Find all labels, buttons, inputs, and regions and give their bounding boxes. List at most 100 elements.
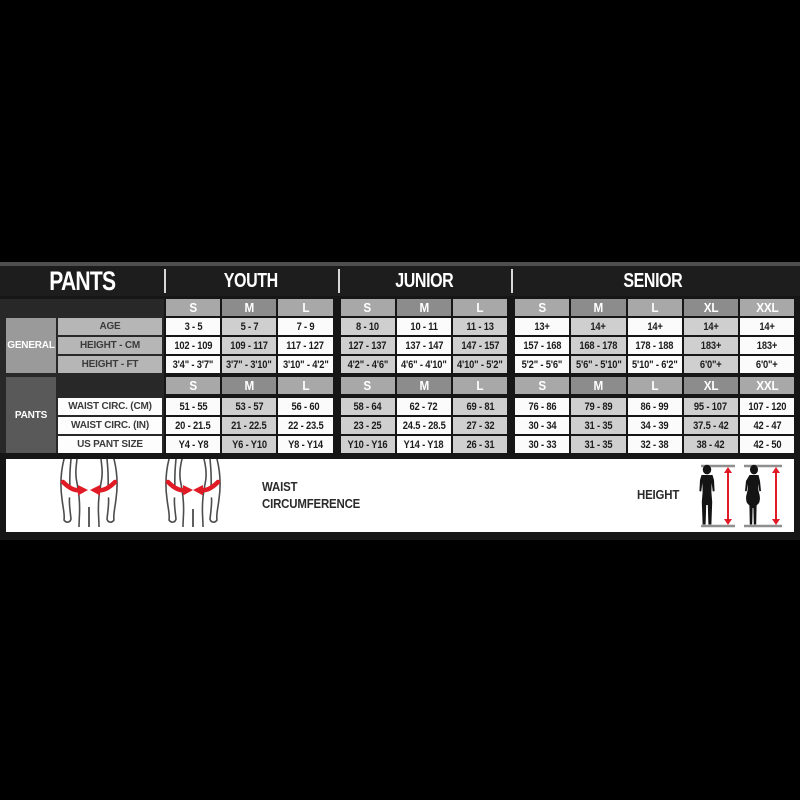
table-cell: 58 - 64 [340, 398, 395, 415]
row-label: WAIST CIRC. (CM) [58, 398, 162, 415]
table-cell: 178 - 188 [627, 337, 682, 354]
row-label: US PANT SIZE [58, 436, 162, 453]
table-row-age: AGE 3 - 5 5 - 7 7 - 9 8 - 10 10 - 11 11 … [0, 318, 800, 335]
column-group-junior: JUNIOR [338, 266, 511, 296]
chart-top-strip [0, 262, 800, 266]
table-cell: 27 - 32 [452, 417, 508, 434]
size-column-header: M [571, 377, 626, 394]
table-cell: 5'6" - 5'10" [571, 356, 626, 373]
size-header-row: S M L S M L S M L XL XXL [0, 299, 800, 316]
table-cell: 107 - 120 [739, 398, 795, 415]
table-cell: 4'6" - 4'10" [396, 356, 451, 373]
table-cell: 42 - 50 [739, 436, 795, 453]
table-cell: 32 - 38 [627, 436, 682, 453]
table-cell: 14+ [739, 318, 795, 335]
table-cell: 38 - 42 [683, 436, 738, 453]
table-cell: 37.5 - 42 [683, 417, 738, 434]
row-label: HEIGHT - CM [58, 337, 162, 354]
size-column-header: L [278, 299, 333, 316]
table-cell: 76 - 86 [515, 398, 570, 415]
table-cell: 183+ [683, 337, 738, 354]
size-column-header: M [396, 299, 451, 316]
table-cell: 31 - 35 [571, 417, 626, 434]
waist-circumference-label: WAIST CIRCUMFERENCE [262, 478, 361, 511]
size-header-row: S M L S M L S M L XL XXL [0, 377, 800, 394]
table-cell: 22 - 23.5 [278, 417, 333, 434]
table-cell: 31 - 35 [571, 436, 626, 453]
table-cell: 147 - 157 [452, 337, 508, 354]
table-cell: 69 - 81 [452, 398, 508, 415]
table-row-height-ft: HEIGHT - FT 3'4" - 3'7" 3'7" - 3'10" 3'1… [0, 356, 800, 373]
size-column-header: L [278, 377, 333, 394]
table-cell: 157 - 168 [515, 337, 570, 354]
size-column-header: S [340, 299, 395, 316]
table-cell: 20 - 21.5 [166, 417, 221, 434]
table-cell: 7 - 9 [278, 318, 333, 335]
waist-figure-icon [60, 459, 118, 527]
table-cell: 14+ [683, 318, 738, 335]
table-cell: 26 - 31 [452, 436, 508, 453]
measurement-legend: WAIST CIRCUMFERENCE HEIGHT [6, 459, 794, 532]
size-chart: PANTS YOUTH JUNIOR SENIOR GENERAL PANTS … [0, 262, 800, 540]
table-cell: 5'10" - 6'2" [627, 356, 682, 373]
table-cell: 14+ [627, 318, 682, 335]
label-zone-empty [0, 299, 164, 316]
table-cell: 42 - 47 [739, 417, 795, 434]
size-column-header: M [222, 299, 277, 316]
height-label: HEIGHT [637, 487, 680, 503]
table-cell: 168 - 178 [571, 337, 626, 354]
row-label: HEIGHT - FT [58, 356, 162, 373]
column-group-label: JUNIOR [395, 269, 454, 292]
table-cell: 117 - 127 [278, 337, 333, 354]
row-label: AGE [58, 318, 162, 335]
section-label-general: GENERAL [6, 318, 56, 373]
table-cell: 3'10" - 4'2" [278, 356, 333, 373]
table-cell: 30 - 34 [515, 417, 570, 434]
table-cell: 53 - 57 [222, 398, 277, 415]
size-column-header: XL [683, 377, 738, 394]
size-column-header: S [515, 377, 570, 394]
table-cell: 3'4" - 3'7" [166, 356, 221, 373]
table-cell: 5'2" - 5'6" [515, 356, 570, 373]
table-cell: 6'0"+ [739, 356, 795, 373]
waist-figure-icon [165, 459, 221, 527]
table-cell: 4'10" - 5'2" [452, 356, 508, 373]
section-label-pants: PANTS [6, 377, 56, 453]
size-column-header: S [166, 377, 221, 394]
size-column-header: XL [683, 299, 738, 316]
table-cell: 102 - 109 [166, 337, 221, 354]
table-cell: 23 - 25 [340, 417, 395, 434]
table-cell: Y6 - Y10 [222, 436, 277, 453]
table-cell: 34 - 39 [627, 417, 682, 434]
table-cell: 5 - 7 [222, 318, 277, 335]
chart-title: PANTS [49, 265, 116, 296]
size-column-header: L [627, 299, 682, 316]
chart-title-zone: PANTS [0, 266, 164, 296]
table-cell: 11 - 13 [452, 318, 508, 335]
table-cell: 109 - 117 [222, 337, 277, 354]
table-row-waist-in: WAIST CIRC. (IN) 20 - 21.5 21 - 22.5 22 … [0, 417, 800, 434]
table-cell: 3 - 5 [166, 318, 221, 335]
size-column-header: S [166, 299, 221, 316]
table-row-height-cm: HEIGHT - CM 102 - 109 109 - 117 117 - 12… [0, 337, 800, 354]
table-cell: 56 - 60 [278, 398, 333, 415]
table-cell: Y10 - Y16 [340, 436, 395, 453]
size-column-header: XXL [739, 299, 795, 316]
table-cell: 30 - 33 [515, 436, 570, 453]
column-group-youth: YOUTH [164, 266, 338, 296]
table-cell: 3'7" - 3'10" [222, 356, 277, 373]
table-cell: 183+ [739, 337, 795, 354]
table-cell: 14+ [571, 318, 626, 335]
table-cell: 6'0"+ [683, 356, 738, 373]
chart-header-band: PANTS YOUTH JUNIOR SENIOR [0, 266, 800, 296]
table-cell: 79 - 89 [571, 398, 626, 415]
table-cell: 21 - 22.5 [222, 417, 277, 434]
table-cell: 24.5 - 28.5 [396, 417, 451, 434]
table-cell: 10 - 11 [396, 318, 451, 335]
size-column-header: S [340, 377, 395, 394]
size-column-header: M [222, 377, 277, 394]
size-column-header: M [396, 377, 451, 394]
size-column-header: XXL [739, 377, 795, 394]
table-cell: 95 - 107 [683, 398, 738, 415]
